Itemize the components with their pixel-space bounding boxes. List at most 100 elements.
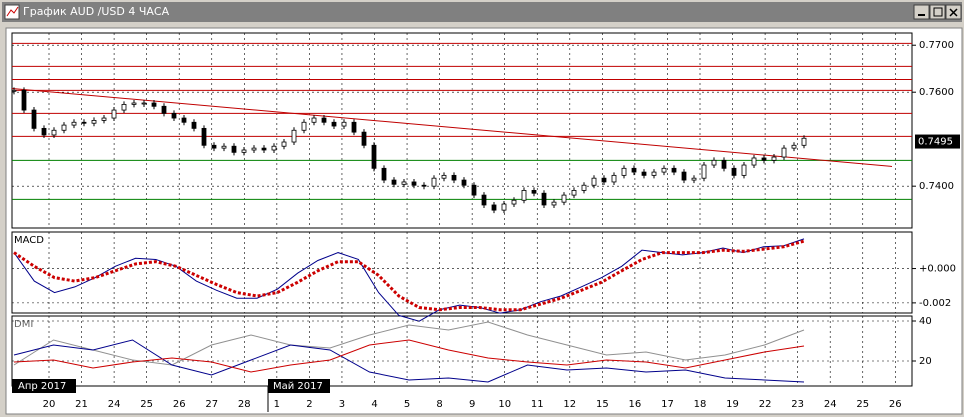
y-tick-label: 0.7600 (919, 87, 954, 98)
dmi-panel (11, 315, 913, 387)
candle (621, 167, 627, 176)
maximize-glyph (933, 7, 943, 17)
x-tick-label: 26 (173, 399, 186, 410)
candle (171, 112, 177, 119)
candle (121, 104, 127, 111)
x-tick-label: 4 (371, 399, 377, 410)
candle (741, 164, 747, 176)
candle (211, 144, 217, 149)
candle (471, 184, 477, 196)
candle (701, 164, 707, 179)
candle (221, 145, 227, 149)
candle (291, 129, 297, 143)
candle (231, 145, 237, 153)
candle (391, 179, 397, 185)
last-price-badge (915, 134, 960, 149)
panel-label: DMI (14, 319, 33, 330)
indicator-line (13, 339, 805, 383)
x-tick-label: 9 (469, 399, 475, 410)
indicator-line (13, 239, 805, 312)
candle (351, 121, 357, 133)
indicator-line (13, 321, 805, 366)
candle (661, 167, 667, 173)
window-buttons (913, 4, 962, 20)
candle (551, 201, 557, 206)
y-tick-label: 40 (919, 316, 932, 327)
x-tick-label: 17 (661, 399, 674, 410)
app-icon-glyph (6, 6, 19, 17)
panel-label: MACD (14, 235, 44, 246)
candle (81, 121, 87, 124)
x-tick-label: 1 (274, 399, 280, 410)
candle (721, 159, 727, 169)
x-tick-label: 21 (75, 399, 88, 410)
candle (91, 119, 97, 124)
x-tick-label: 11 (531, 399, 544, 410)
x-tick-label: 25 (856, 399, 869, 410)
x-tick-label: 27 (205, 399, 218, 410)
candle (581, 184, 587, 191)
candle (61, 124, 67, 131)
candle (271, 145, 277, 151)
x-tick-label: 19 (726, 399, 739, 410)
x-tick-label: 26 (889, 399, 902, 410)
x-tick-label: 10 (498, 399, 511, 410)
candle (671, 167, 677, 173)
x-tick-label: 22 (759, 399, 772, 410)
candle (641, 171, 647, 176)
candle (781, 147, 787, 158)
candle (651, 171, 657, 176)
candle (601, 177, 607, 183)
candle (321, 117, 327, 123)
candle (771, 156, 777, 161)
candle (591, 177, 597, 186)
x-tick-label: 23 (791, 399, 804, 410)
candle (711, 159, 717, 166)
candle (791, 144, 797, 149)
x-tick-label: 18 (694, 399, 707, 410)
candle (801, 137, 807, 146)
candle (101, 117, 107, 121)
price-panel (11, 32, 913, 229)
candle (361, 131, 367, 146)
candle (491, 204, 497, 211)
candle (481, 194, 487, 206)
candle (71, 121, 77, 126)
candle (411, 181, 417, 186)
title-bar (2, 2, 962, 22)
indicator-line (13, 339, 805, 373)
candle (531, 190, 537, 194)
candle (11, 89, 17, 92)
x-tick-label: 28 (238, 399, 251, 410)
candle (691, 177, 697, 181)
candle (461, 179, 467, 186)
candle (241, 149, 247, 153)
month-label: Апр 2017 (18, 381, 66, 392)
candle (31, 109, 37, 129)
candle (251, 147, 257, 151)
y-tick-label: 20 (919, 356, 932, 367)
candle (511, 199, 517, 205)
candle (431, 177, 437, 187)
candle (541, 192, 547, 206)
y-tick-label: +0.000 (919, 264, 956, 275)
x-tick-label: 8 (436, 399, 442, 410)
candle (371, 144, 377, 169)
candle (301, 121, 307, 131)
app-icon (4, 4, 20, 20)
candle (571, 190, 577, 196)
candle (441, 174, 447, 179)
candle (311, 117, 317, 123)
candle (131, 102, 137, 105)
maximize-button[interactable] (929, 4, 946, 20)
y-tick-label: -0.002 (919, 298, 951, 309)
month-label: Май 2017 (273, 381, 323, 392)
candle (341, 121, 347, 127)
candle (181, 117, 187, 123)
candle (631, 167, 637, 173)
minimize-button[interactable] (913, 4, 930, 20)
candle (501, 203, 507, 211)
last-price-label: 0.7495 (918, 137, 953, 148)
candle (261, 147, 267, 151)
